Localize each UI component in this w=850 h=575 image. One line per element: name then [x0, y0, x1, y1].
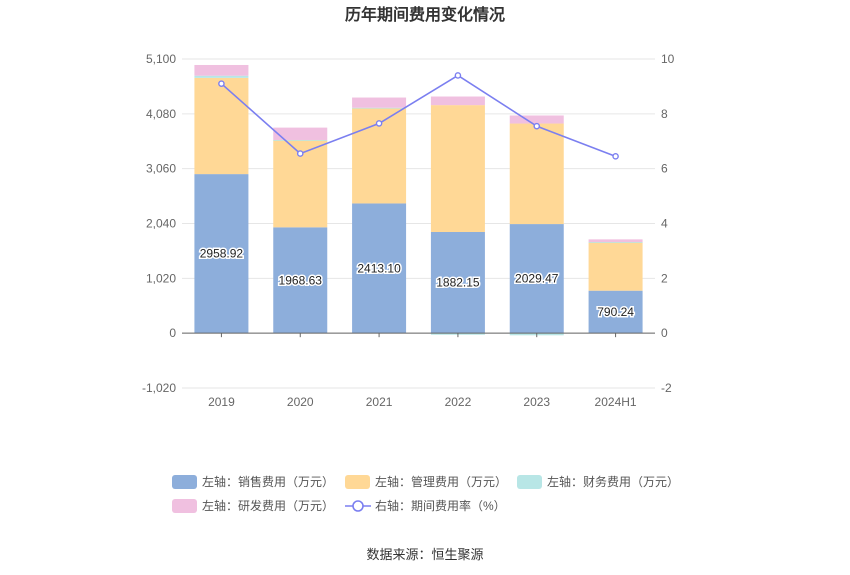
legend-swatch [172, 475, 197, 489]
left-axis-tick-label: 1,020 [146, 271, 176, 285]
x-axis-tick-label: 2023 [523, 395, 550, 409]
bar-segment [430, 96, 485, 106]
data-labels: 2958.92 1968.63 2413.10 1882.15 2029.47 790.2… [198, 245, 636, 320]
bar-value-label: 1968.63 [279, 273, 323, 287]
x-axis-tick-label: 2024H1 [595, 395, 637, 409]
bar-segment [273, 227, 328, 334]
bar-segment [509, 224, 564, 334]
left-axis-tick-label: 4,080 [146, 107, 176, 121]
right-axis-tick-label: -2 [661, 381, 672, 395]
chart-title: 历年期间费用变化情况 [345, 5, 505, 24]
legend-finance[interactable]: 左轴：财务费用（万元） [517, 474, 679, 489]
source-note: 数据来源：恒生聚源 [366, 547, 483, 562]
bar-segment [588, 242, 643, 291]
bar-segment [194, 75, 249, 78]
bar-segment [352, 97, 407, 108]
x-axis-tick-label: 2019 [208, 395, 235, 409]
rate-point [375, 120, 383, 127]
bar-segment [194, 77, 249, 175]
bar-segment [430, 231, 485, 334]
bar-segment [273, 127, 328, 140]
x-axis-tick-label: 2021 [366, 395, 393, 409]
axes: -1,020 0 1,020 2,040 3,060 4,080 5,100 -2 0 2 4 6 8 1… [142, 52, 675, 409]
bar-value-label: 1882.15 [436, 276, 480, 290]
legend-rate[interactable]: 右轴：期间费用率（%） [345, 498, 506, 513]
legend-label: 右轴：期间费用率（%） [375, 498, 506, 513]
right-axis-tick-label: 10 [661, 52, 675, 66]
bars [194, 64, 643, 336]
legend-sales[interactable]: 左轴：销售费用（万元） [172, 474, 334, 489]
x-axis-tick-label: 2020 [287, 395, 314, 409]
right-axis-tick-label: 6 [661, 162, 668, 176]
legend-label: 左轴：财务费用（万元） [547, 474, 679, 489]
bar-segment [430, 105, 485, 232]
bar-segment [588, 239, 643, 243]
bar-segment [352, 107, 407, 109]
bar-value-label: 2958.92 [200, 247, 244, 261]
x-axis-tick-label: 2022 [445, 395, 472, 409]
legend-admin[interactable]: 左轴：管理费用（万元） [345, 474, 507, 489]
bar-segment [194, 64, 249, 76]
legend[interactable]: 左轴：销售费用（万元） 左轴：管理费用（万元） 左轴：财务费用（万元） 左轴：研发费用… [172, 474, 679, 513]
gridlines [182, 58, 655, 389]
bar-segment [273, 139, 328, 141]
rate-point [296, 150, 304, 157]
left-axis-tick-label: -1,020 [142, 381, 176, 395]
right-axis-tick-label: 2 [661, 271, 668, 285]
bar-segment [352, 203, 407, 334]
left-axis-tick-label: 2,040 [146, 217, 176, 231]
legend-rnd[interactable]: 左轴：研发费用（万元） [172, 498, 334, 513]
left-axis-tick-label: 5,100 [146, 52, 176, 66]
right-axis-tick-label: 0 [661, 326, 668, 340]
rate-point [454, 72, 462, 79]
legend-swatch [345, 475, 370, 489]
legend-label: 左轴：研发费用（万元） [202, 498, 334, 513]
bar-segment [588, 290, 643, 334]
rate-line [218, 72, 619, 160]
bar-segment [509, 123, 564, 225]
legend-label: 左轴：销售费用（万元） [202, 474, 334, 489]
legend-label: 左轴：管理费用（万元） [375, 474, 507, 489]
rate-point [533, 122, 541, 130]
rate-point [612, 153, 619, 160]
bar-segment [588, 242, 643, 243]
bar-value-label: 2029.47 [515, 272, 559, 286]
bar-value-label: 790.24 [597, 305, 634, 319]
left-axis-tick-label: 3,060 [146, 162, 176, 176]
legend-swatch [172, 499, 197, 513]
right-axis-tick-label: 8 [661, 107, 668, 121]
legend-swatch [517, 475, 542, 489]
bar-segment [194, 174, 249, 334]
right-axis-tick-label: 4 [661, 217, 668, 231]
bar-segment [509, 115, 564, 124]
rate-point [218, 80, 225, 87]
left-axis-tick-label: 0 [169, 326, 176, 340]
legend-marker [352, 500, 364, 512]
bar-value-label: 2413.10 [357, 261, 401, 275]
rate-line-path [220, 74, 616, 158]
